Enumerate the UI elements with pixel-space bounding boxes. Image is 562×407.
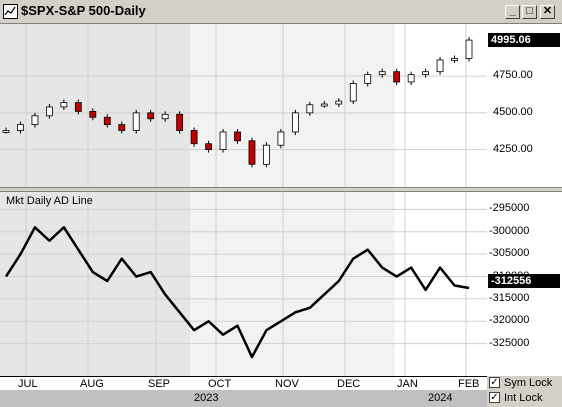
- candle-bar: [349, 83, 357, 102]
- last-price-badge: 4995.06: [488, 33, 560, 47]
- ad-line-series: [4, 226, 470, 359]
- price-pane[interactable]: [0, 24, 487, 187]
- candle-bar: [393, 71, 401, 83]
- candle-bar: [436, 59, 444, 73]
- maximize-icon: □: [526, 5, 533, 17]
- candle-bar: [451, 58, 458, 61]
- year-label: 2024: [428, 392, 453, 404]
- ad-line-chart: [0, 192, 487, 376]
- candle-bar: [422, 71, 429, 76]
- ad-tick-label: -300000: [489, 224, 530, 237]
- pane-divider[interactable]: [0, 187, 562, 192]
- ad-tick-label: -295000: [489, 202, 530, 215]
- sym-lock-label: Sym Lock: [504, 377, 553, 389]
- candle-bar: [46, 106, 53, 117]
- candle-bar: [335, 100, 343, 105]
- int-lock-option[interactable]: ✓ Int Lock: [487, 391, 562, 407]
- month-label: JUL: [18, 378, 38, 390]
- int-lock-checkbox[interactable]: ✓: [489, 392, 500, 403]
- sym-lock-option[interactable]: ✓ Sym Lock: [487, 376, 562, 392]
- candle-bar: [277, 131, 285, 146]
- window-title: $SPX-S&P 500-Daily: [21, 3, 146, 18]
- background-band: [0, 24, 190, 187]
- year-label: 2023: [194, 392, 219, 404]
- year-bar: 2023 2024: [0, 390, 487, 407]
- candle-bar: [407, 74, 415, 83]
- candle-bar: [2, 130, 10, 133]
- ad-tick-label: -305000: [489, 247, 530, 260]
- candle-bar: [190, 130, 198, 145]
- price-chart: [0, 24, 487, 187]
- candle-bar: [320, 103, 328, 107]
- int-lock-label: Int Lock: [504, 392, 543, 404]
- month-label: DEC: [337, 378, 361, 390]
- candle-bar: [378, 71, 386, 76]
- candle-bar: [60, 102, 68, 108]
- candle-bar: [31, 115, 39, 126]
- candle-bar: [176, 113, 184, 131]
- month-label: NOV: [275, 378, 299, 390]
- candle-bar: [306, 104, 314, 114]
- price-axis: 4250.00 4500.00 4750.00: [487, 24, 562, 187]
- month-label: OCT: [208, 378, 232, 390]
- ad-tick-label: -325000: [489, 336, 530, 349]
- candle-bar: [103, 116, 111, 126]
- background-band: [0, 192, 190, 376]
- maximize-button[interactable]: □: [522, 5, 537, 19]
- candle-bar: [132, 112, 140, 131]
- ad-tick-label: -320000: [489, 314, 530, 327]
- background-band: [395, 24, 487, 187]
- month-label: SEP: [148, 378, 171, 390]
- candle-bar: [291, 112, 299, 133]
- sym-lock-checkbox[interactable]: ✓: [489, 377, 500, 388]
- minimize-button[interactable]: _: [505, 5, 520, 19]
- candle-bar: [89, 110, 97, 118]
- candle-bar: [205, 143, 212, 151]
- candle-bar: [465, 39, 473, 59]
- minimize-icon: _: [509, 5, 516, 17]
- price-tick-label: 4250.00: [493, 142, 533, 155]
- candle-bar: [219, 131, 227, 150]
- background-band: [395, 192, 487, 376]
- candle-bar: [118, 124, 126, 131]
- close-icon: ✕: [542, 5, 553, 17]
- ad-tick-label: -315000: [489, 291, 530, 304]
- candle-bar: [263, 144, 270, 165]
- ad-pane-title: Mkt Daily AD Line: [6, 195, 93, 207]
- candle-bar: [17, 124, 24, 131]
- month-label: JAN: [397, 378, 418, 390]
- candle-bar: [248, 140, 256, 165]
- price-tick-label: 4750.00: [493, 69, 533, 82]
- candle-bar: [364, 74, 372, 84]
- candle-bar: [147, 112, 155, 120]
- candle-bar: [161, 113, 169, 120]
- month-label: AUG: [80, 378, 104, 390]
- chart-window-icon: [3, 4, 18, 19]
- x-axis: JUL AUG SEP OCT NOV DEC JAN FEB: [0, 376, 487, 390]
- close-button[interactable]: ✕: [540, 5, 555, 19]
- candle-bar: [74, 102, 82, 112]
- candle-bar: [234, 131, 241, 142]
- background-band: [190, 192, 395, 376]
- price-tick-label: 4500.00: [493, 105, 533, 118]
- last-ad-badge: -312556: [488, 274, 560, 288]
- ad-line-pane[interactable]: Mkt Daily AD Line: [0, 192, 487, 376]
- background-band: [190, 24, 395, 187]
- month-label: FEB: [458, 378, 480, 390]
- window-titlebar: $SPX-S&P 500-Daily _ □ ✕: [0, 0, 562, 24]
